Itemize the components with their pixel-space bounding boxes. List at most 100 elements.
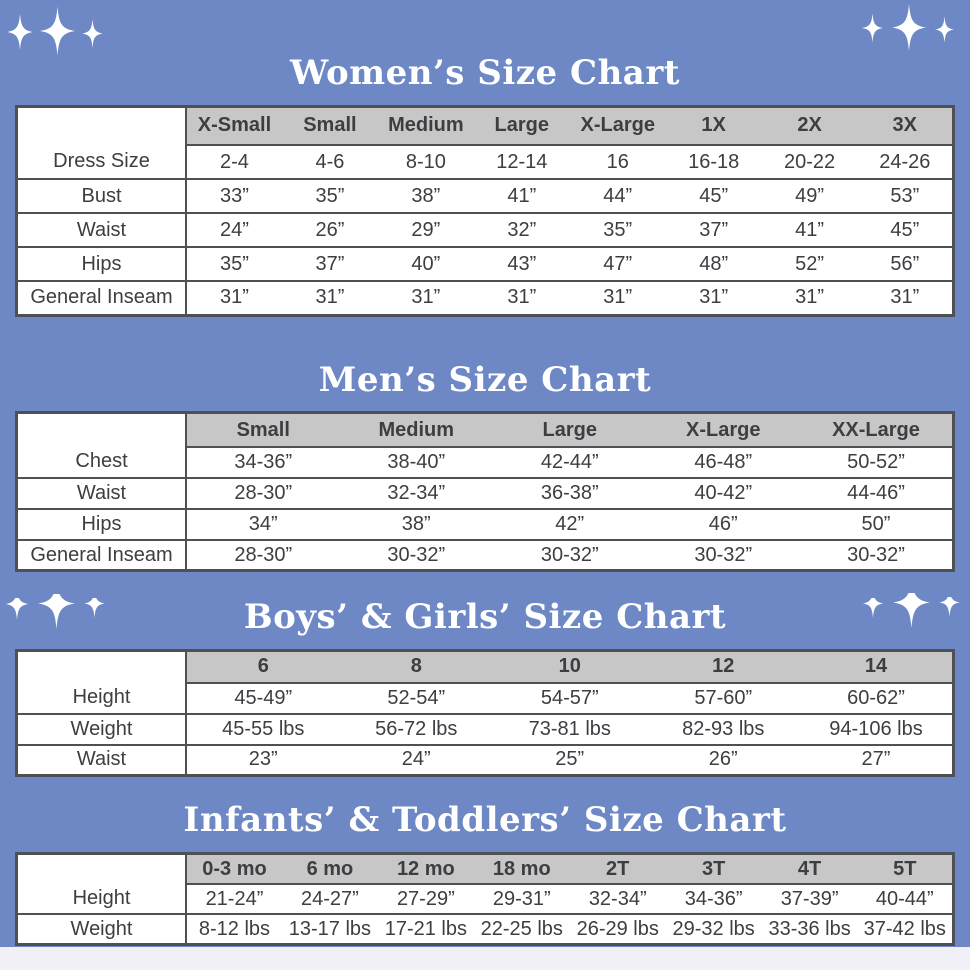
size-value-cell: 34”	[186, 507, 340, 540]
size-value-cell: 50”	[800, 507, 954, 540]
size-value-cell: 45”	[857, 212, 954, 248]
measurement-row: Height 45-49” 52-54” 54-57” 57-60” 60-62”	[16, 682, 954, 714]
size-value-cell: 32”	[473, 212, 570, 248]
size-value-cell: 45-55 lbs	[186, 712, 340, 745]
row-label: Chest	[16, 446, 187, 478]
size-value-cell: 36-38”	[493, 476, 647, 509]
table-corner-cell	[16, 106, 187, 146]
size-column-header: 12	[646, 650, 800, 684]
row-label: Waist	[16, 743, 187, 776]
size-value-cell: 53”	[857, 178, 954, 214]
size-value-cell: 42”	[493, 507, 647, 540]
size-value-cell: 4-6	[315, 150, 345, 173]
size-value-cell: 8-10	[405, 150, 446, 173]
size-column-header: XX-Large	[800, 412, 954, 448]
size-value-cell: 57-60”	[694, 686, 753, 709]
size-value-cell: 60-62”	[847, 686, 905, 709]
measurement-row: Weight 8-12 lbs 13-17 lbs 17-21 lbs 22-25 lb…	[16, 913, 954, 945]
size-value-cell: 29”	[377, 212, 474, 248]
size-value-cell: 13-17 lbs	[281, 913, 378, 945]
size-value-cell: 24”	[339, 743, 493, 776]
size-value-cell: 30-32”	[493, 538, 647, 571]
size-value-cell: 12-14	[496, 150, 548, 173]
size-column-header: 3T	[665, 853, 762, 886]
mens-size-chart-title: Men’s Size Chart	[318, 359, 652, 400]
size-value-cell: 56”	[857, 246, 954, 282]
sparkle-decoration-mid-right	[862, 593, 960, 628]
boys-girls-size-chart-title: Boys’ & Girls’ Size Chart	[243, 597, 727, 638]
row-label: General Inseam	[16, 538, 187, 571]
size-value-cell: 38”	[377, 178, 474, 214]
size-value-cell: 34-36”	[684, 887, 743, 910]
half-sparkle-icon	[862, 598, 884, 618]
measurement-row: Bust 33” 35” 38” 41” 44” 45” 49” 53”	[16, 178, 954, 214]
half-sparkle-icon	[939, 597, 960, 617]
size-value-cell: 29-31”	[492, 887, 551, 910]
row-label: Bust	[16, 178, 187, 214]
size-value-cell: 94-106 lbs	[800, 712, 954, 745]
size-value-cell: 44”	[569, 178, 666, 214]
size-value-cell: 26-29 lbs	[569, 913, 666, 945]
size-column-header: 1X	[665, 106, 762, 147]
size-value-cell: 48”	[665, 246, 762, 282]
size-value-cell: 37”	[281, 246, 378, 282]
size-value-cell: 41”	[761, 212, 858, 248]
size-value-cell: 42-44”	[540, 450, 599, 473]
size-value-cell: 24-27”	[301, 887, 359, 910]
size-value-cell: 40”	[377, 246, 474, 282]
size-column-header: 2X	[761, 106, 858, 147]
size-value-cell: 31”	[377, 280, 474, 316]
size-value-cell: 31”	[761, 280, 858, 316]
row-label: Dress Size	[16, 145, 187, 180]
size-value-cell: 82-93 lbs	[646, 712, 800, 745]
size-value-cell: 28-30”	[186, 538, 340, 571]
size-column-header: 10	[493, 650, 647, 684]
size-value-cell: 25”	[493, 743, 647, 776]
row-label: Weight	[16, 913, 187, 945]
size-column-header: 18 mo	[473, 853, 570, 886]
size-value-cell: 54-57”	[540, 686, 599, 709]
size-column-header: Large	[473, 106, 570, 147]
sparkle-icon	[935, 16, 954, 43]
size-value-cell: 31”	[569, 280, 666, 316]
measurement-row: Height 21-24” 24-27” 27-29” 29-31” 32-34” 34-3…	[16, 884, 954, 915]
size-column-header: X-Large	[646, 412, 800, 448]
size-value-cell: 30-32”	[646, 538, 800, 571]
size-value-cell: 47”	[569, 246, 666, 282]
size-column-header: Large	[493, 412, 647, 448]
row-label: Hips	[16, 246, 187, 282]
size-value-cell: 20-22	[784, 150, 836, 173]
size-column-header: Medium	[339, 412, 493, 448]
row-label: Height	[16, 884, 187, 915]
size-value-cell: 16	[606, 150, 629, 173]
size-value-cell: 23”	[186, 743, 340, 776]
size-header-row: X-Small Small Medium Large X-Large 1X 2X 3X	[16, 106, 954, 147]
size-value-cell: 40-44”	[875, 887, 934, 910]
size-value-cell: 8-12 lbs	[186, 913, 282, 945]
sparkle-icon	[7, 13, 33, 51]
half-sparkle-icon	[38, 594, 75, 629]
sparkle-decoration-mid-left	[5, 594, 105, 629]
size-column-header: 4T	[761, 853, 858, 886]
size-value-cell: 26”	[646, 743, 800, 776]
size-value-cell: 43”	[473, 246, 570, 282]
footer-strip	[0, 947, 970, 970]
size-value-cell: 26”	[281, 212, 378, 248]
size-value-cell: 35”	[186, 246, 282, 282]
size-header-row: Small Medium Large X-Large XX-Large	[16, 412, 954, 448]
row-label: Height	[16, 682, 187, 714]
size-value-cell: 34-36”	[234, 450, 293, 473]
table-corner-cell	[16, 412, 187, 447]
sparkle-decoration-top-right	[862, 1, 954, 53]
size-value-cell: 31”	[665, 280, 762, 316]
womens-size-chart-title: Women’s Size Chart	[290, 53, 680, 93]
size-value-cell: 37-39”	[780, 887, 839, 910]
size-value-cell: 38-40”	[387, 450, 446, 473]
size-value-cell: 2-4	[220, 150, 249, 173]
size-column-header: 3X	[857, 106, 954, 147]
row-label: Weight	[16, 712, 187, 745]
size-value-cell: 24”	[186, 212, 282, 248]
table-corner-cell	[16, 650, 187, 683]
size-value-cell: 33”	[186, 178, 282, 214]
measurement-row: Dress Size 2-4 4-6 8-10 12-14 16 16-18 20-22 24-…	[16, 145, 954, 180]
